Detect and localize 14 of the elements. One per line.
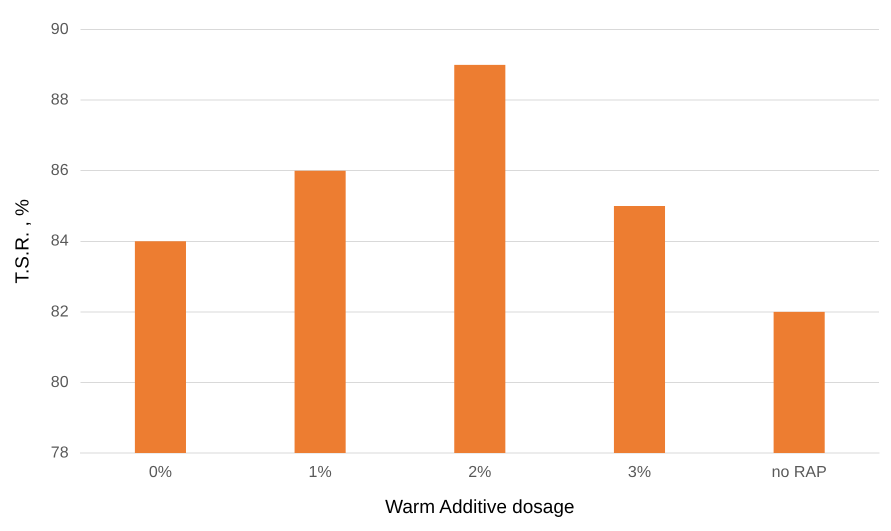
y-tick-label: 82	[50, 303, 69, 320]
y-tick-label: 80	[50, 374, 69, 391]
x-tick-label: 0%	[148, 464, 172, 482]
x-axis-title: Warm Additive dosage	[385, 496, 574, 518]
x-tick-label: 2%	[468, 464, 492, 482]
x-tick-label: 1%	[308, 464, 332, 482]
y-tick-label: 86	[50, 162, 69, 180]
x-tick-label: no RAP	[772, 464, 827, 482]
y-tick-label: 90	[50, 21, 69, 38]
x-tick-label: 3%	[628, 464, 652, 482]
y-tick-label: 78	[50, 444, 69, 462]
y-axis-title: T.S.R. , %	[12, 198, 34, 284]
y-tick-label: 88	[50, 92, 69, 109]
y-tick-label: 84	[50, 232, 69, 250]
